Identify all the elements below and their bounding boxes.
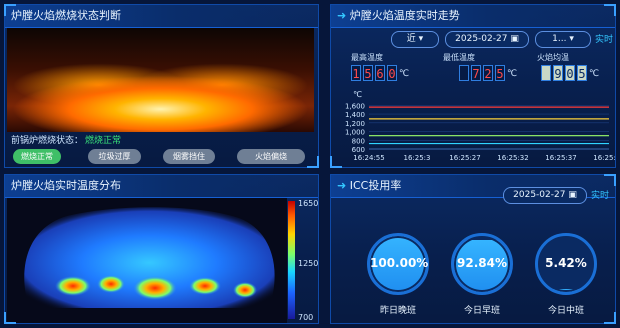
avg-temp-unit: ℃: [589, 69, 600, 79]
avg-temp-digit: 9: [553, 65, 563, 81]
x-tick-label: 16:24:55: [353, 154, 384, 162]
temperature-colorbar: [288, 201, 295, 319]
flame-status-panel: 炉膛火焰燃烧状态判断 前锅炉燃烧状态： 燃烧正常 燃烧正常 垃圾过厚 烟雾挡住 火…: [4, 4, 319, 168]
y-tick-label: 1,600: [345, 102, 365, 110]
icc-gauge-label: 今日中班: [547, 306, 584, 316]
max-temp-unit: ℃: [399, 69, 410, 79]
x-tick-label: 16:25:32: [497, 154, 528, 162]
temp-trend-chart: ℃ 1,600 1,400 1,200 1,000 800 600 16:24:55 16:25…: [333, 89, 620, 167]
hot-spot: [189, 277, 221, 295]
hot-spot: [133, 276, 177, 300]
icc-gauge-label: 今日早班: [463, 306, 500, 316]
min-temp-unit: ℃: [507, 69, 518, 79]
y-tick-label: 800: [352, 137, 365, 145]
icc-date-picker[interactable]: 2025-02-27 ▣: [503, 187, 587, 204]
min-temp-display: 7 2 5: [459, 65, 505, 81]
colorbar-tick-max: 1650: [298, 199, 319, 208]
arrow-icon: ➜: [337, 179, 350, 192]
date-picker[interactable]: 2025-02-27 ▣: [445, 31, 529, 48]
flame-status-label: 前锅炉燃烧状态：: [11, 136, 84, 146]
temp-trend-title: ➜ 炉膛火焰温度实时走势: [331, 5, 615, 28]
heatmap-svg: [24, 207, 275, 308]
min-temp-digit: [459, 65, 469, 81]
avg-temp-digit: 0: [565, 65, 575, 81]
interval-select[interactable]: 1... ▾: [535, 31, 591, 48]
flame-deviation-button[interactable]: 火焰偏烧: [237, 149, 305, 164]
max-temp-digit: 6: [375, 65, 385, 81]
colorbar-tick-mid: 1250: [298, 259, 319, 268]
icc-gauge-value: 5.42%: [545, 256, 587, 270]
max-temp-label: 最高温度: [351, 53, 383, 62]
icc-gauge-yesterday-night: 100.00%: [367, 233, 429, 295]
min-temp-digit: 7: [471, 65, 481, 81]
heatmap-panel: 炉膛火焰实时温度分布: [4, 174, 319, 324]
hot-spot: [55, 276, 91, 296]
hot-spot: [97, 275, 125, 293]
max-temp-digit: 1: [351, 65, 361, 81]
min-temp-digit: 5: [495, 65, 505, 81]
icc-realtime-toggle[interactable]: 实时: [591, 191, 610, 201]
avg-temp-label: 火焰均温: [537, 53, 569, 62]
icc-gauge-today-middle: 5.42%: [535, 233, 597, 295]
x-tick-label: 16:25:3: [404, 154, 431, 162]
min-temp-digit: 2: [483, 65, 493, 81]
combustion-normal-button[interactable]: 燃烧正常: [13, 149, 61, 164]
smoke-blocked-button[interactable]: 烟雾挡住: [163, 149, 215, 164]
icc-gauge-value: 100.00%: [370, 256, 429, 270]
temp-trend-panel: ➜ 炉膛火焰温度实时走势 近 ▾ 2025-02-27 ▣ 1... ▾ 实时 …: [330, 4, 620, 168]
y-tick-label: 1,000: [345, 129, 365, 137]
flame-status-value: 燃烧正常: [85, 136, 122, 146]
avg-temp-digit: [541, 65, 551, 81]
avg-temp-digit: 5: [577, 65, 587, 81]
flame-panel-title: 炉膛火焰燃烧状态判断: [5, 5, 318, 28]
y-tick-label: 1,200: [345, 120, 365, 128]
furnace-flame-video: [7, 28, 314, 132]
x-tick-label: 16:25:27: [449, 154, 480, 162]
x-tick-label: 16:25:42: [593, 154, 615, 162]
heatmap-title: 炉膛火焰实时温度分布: [5, 175, 318, 198]
flame-status-line: 前锅炉燃烧状态： 燃烧正常: [11, 133, 121, 146]
max-temp-digit: 0: [387, 65, 397, 81]
max-temp-display: 1 5 6 0: [351, 65, 397, 81]
furnace-heatmap: [7, 198, 287, 323]
hot-spot: [233, 282, 257, 298]
colorbar-tick-min: 700: [298, 313, 314, 322]
icc-gauge-value: 92.84%: [457, 256, 507, 270]
max-temp-digit: 5: [363, 65, 373, 81]
range-select[interactable]: 近 ▾: [391, 31, 439, 48]
avg-temp-display: 9 0 5: [541, 65, 587, 81]
realtime-toggle[interactable]: 实时: [595, 35, 614, 45]
x-tick-label: 16:25:37: [545, 154, 576, 162]
icc-gauge-label: 昨日晚班: [379, 306, 416, 316]
y-tick-label: 600: [352, 146, 365, 154]
min-temp-label: 最低温度: [443, 53, 475, 62]
arrow-icon: ➜: [337, 9, 350, 22]
icc-gauge-today-morning: 92.84%: [451, 233, 513, 295]
y-axis-unit: ℃: [353, 90, 362, 99]
icc-panel: ➜ ICC投用率 2025-02-27 ▣ 实时 100.00% 92.84% …: [330, 174, 616, 324]
garbage-too-thick-button[interactable]: 垃圾过厚: [88, 149, 141, 164]
y-tick-label: 1,400: [345, 111, 365, 119]
